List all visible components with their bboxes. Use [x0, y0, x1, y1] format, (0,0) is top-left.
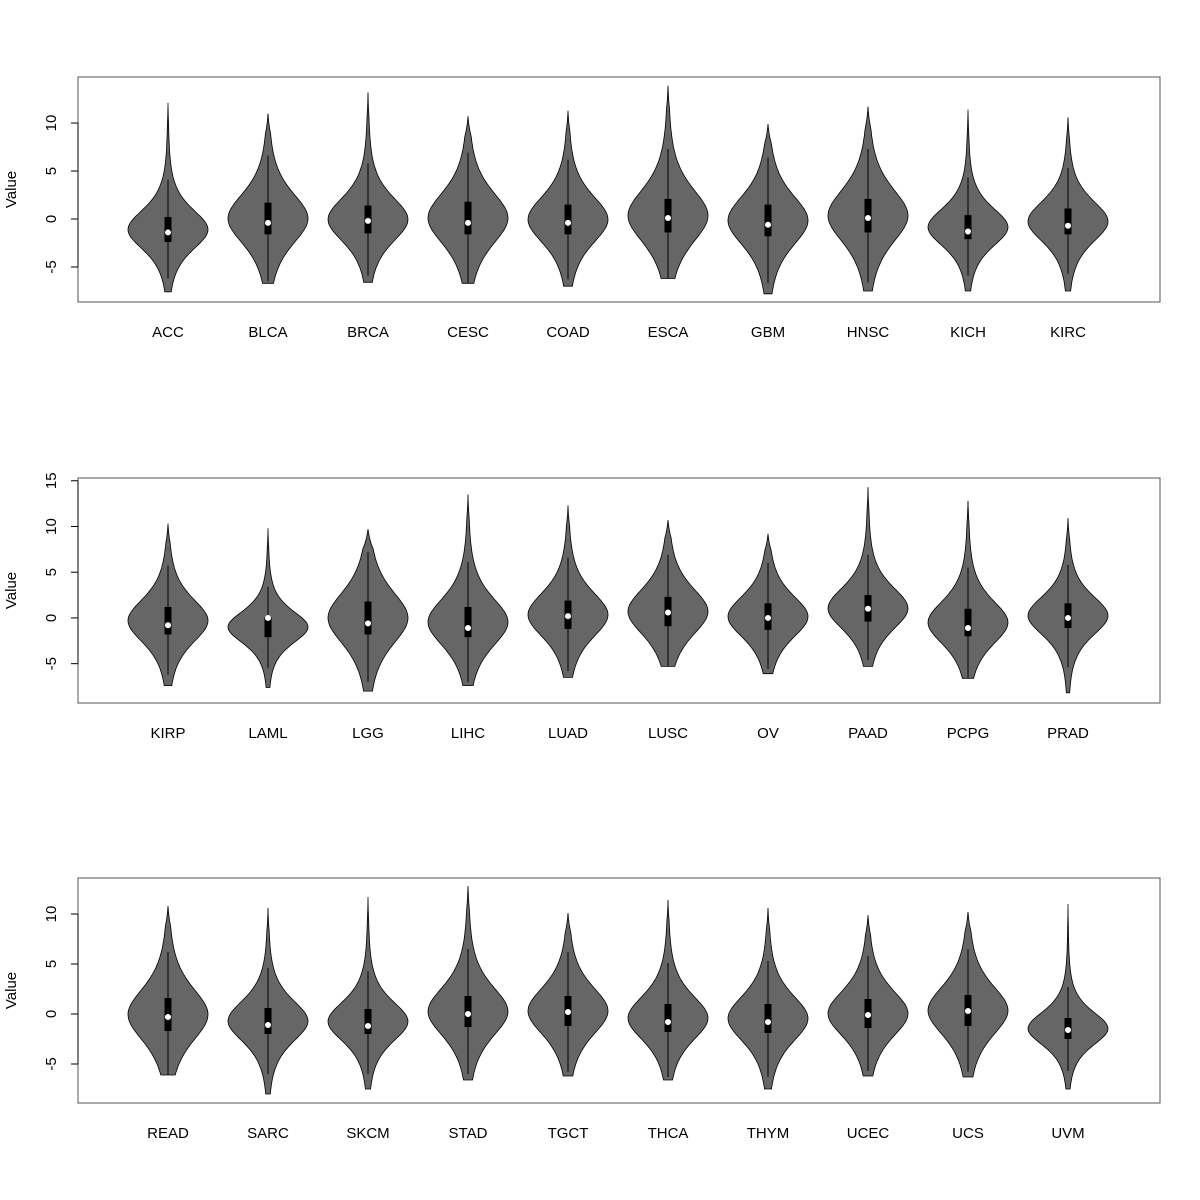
x-tick-label: CESC [447, 324, 489, 341]
x-tick-label: READ [147, 1125, 189, 1142]
median [365, 1023, 371, 1029]
iqr-box [464, 201, 472, 235]
y-tick-label: -5 [43, 657, 60, 670]
median [565, 219, 571, 226]
x-tick-label: PAAD [848, 725, 888, 742]
y-tick-label: 5 [43, 568, 60, 576]
y-tick-label: -5 [43, 1057, 60, 1070]
x-tick-label: ACC [152, 324, 184, 341]
x-tick-label: PCPG [947, 725, 990, 742]
x-tick-label: OV [757, 725, 779, 742]
x-tick-label: HNSC [847, 324, 890, 341]
median [865, 215, 871, 222]
y-tick-label: 5 [43, 167, 60, 175]
y-tick-label: 0 [43, 215, 60, 223]
x-tick-label: GBM [751, 324, 785, 341]
y-tick-label: 0 [43, 1010, 60, 1018]
x-tick-label: ESCA [648, 324, 689, 341]
median [765, 614, 771, 621]
median [1065, 614, 1071, 621]
iqr-box [1064, 208, 1072, 235]
x-tick-label: BRCA [347, 324, 389, 341]
iqr-box [264, 202, 272, 235]
y-tick-label: 10 [43, 115, 60, 132]
median [665, 609, 671, 616]
x-tick-label: COAD [546, 324, 590, 341]
median [1065, 222, 1071, 229]
y-tick-label: 0 [43, 614, 60, 622]
median [165, 1014, 171, 1020]
x-tick-label: SKCM [346, 1125, 389, 1142]
median [965, 228, 971, 235]
median [265, 614, 271, 621]
median [165, 229, 171, 236]
iqr-box [564, 204, 572, 235]
iqr-box [764, 204, 772, 237]
x-tick-label: UVM [1051, 1125, 1084, 1142]
median [165, 622, 171, 629]
median [365, 620, 371, 627]
x-tick-label: THYM [747, 1125, 790, 1142]
iqr-box [664, 1004, 672, 1032]
x-tick-label: LUAD [548, 725, 588, 742]
iqr-box [764, 1004, 772, 1033]
median [265, 219, 271, 226]
median [365, 217, 371, 224]
x-tick-label: PRAD [1047, 725, 1089, 742]
x-tick-label: UCEC [847, 1125, 890, 1142]
x-tick-label: KIRP [150, 725, 185, 742]
iqr-box [464, 606, 472, 638]
iqr-box [364, 1009, 372, 1034]
panel: -5 0 5 10 Value ACC BLCA BRCA CESC COAD ESCA GBM HNS… [3, 76, 1161, 341]
x-tick-label: LIHC [451, 725, 485, 742]
median [765, 221, 771, 228]
median [965, 1008, 971, 1014]
y-axis-label: Value [3, 572, 20, 609]
x-tick-label: BLCA [248, 324, 287, 341]
iqr-box [164, 606, 172, 635]
median [865, 1012, 871, 1018]
y-tick-label: 15 [43, 472, 60, 489]
iqr-box [964, 608, 972, 637]
plot-frame [77, 477, 1161, 704]
x-tick-label: LAML [248, 725, 287, 742]
median [1065, 1027, 1071, 1033]
median [665, 215, 671, 222]
median [865, 605, 871, 612]
iqr-box [364, 601, 372, 635]
x-tick-label: SARC [247, 1125, 289, 1142]
x-tick-label: THCA [648, 1125, 689, 1142]
panel: -5 0 5 10 15 Value KIRP LAML LGG LIHC LUAD LUSC OV PA… [3, 472, 1161, 742]
x-tick-label: KIRC [1050, 324, 1086, 341]
y-axis-label: Value [3, 171, 20, 208]
x-tick-label: KICH [950, 324, 986, 341]
x-tick-label: UCS [952, 1125, 984, 1142]
median [565, 1009, 571, 1015]
iqr-box [264, 617, 272, 638]
iqr-box [964, 215, 972, 240]
iqr-box [264, 1008, 272, 1034]
median [765, 1019, 771, 1025]
median [965, 625, 971, 631]
median [265, 1022, 271, 1028]
x-tick-label: STAD [449, 1125, 488, 1142]
plot-frame [77, 76, 1161, 303]
y-axis-label: Value [3, 972, 20, 1009]
y-tick-label: 5 [43, 960, 60, 968]
median [465, 1011, 471, 1017]
panel: -5 0 5 10 Value READ SARC SKCM STAD TGCT THCA THYM U… [3, 877, 1161, 1142]
x-tick-label: TGCT [548, 1125, 589, 1142]
y-tick-label: 10 [43, 518, 60, 535]
x-tick-label: LGG [352, 725, 384, 742]
median [465, 219, 471, 226]
median [465, 625, 471, 631]
y-tick-label: 10 [43, 906, 60, 923]
y-tick-label: -5 [43, 260, 60, 273]
median [565, 613, 571, 620]
median [665, 1019, 671, 1025]
x-tick-label: LUSC [648, 725, 688, 742]
